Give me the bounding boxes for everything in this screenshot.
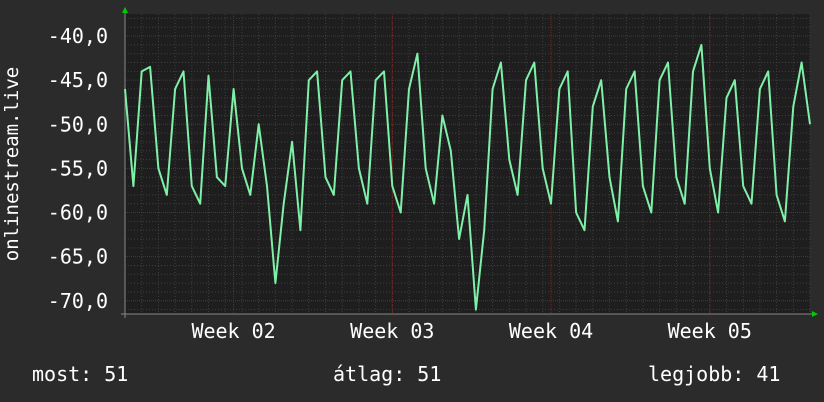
x-tick-labels: Week 02 Week 03 Week 04 Week 05 [191, 319, 751, 343]
x-axis-arrow-icon [812, 311, 818, 317]
x-tick-label: Week 04 [509, 319, 593, 343]
y-tick-labels: -40,0 -45,0 -50,0 -55,0 -60,0 -65,0 -70,0 [48, 24, 108, 313]
series-line [124, 43, 811, 311]
y-tick-label: -50,0 [48, 112, 108, 136]
stat-average: átlag: 51 [333, 362, 442, 386]
x-tick-label: Week 05 [668, 319, 752, 343]
y-tick-label: -65,0 [48, 245, 108, 269]
y-tick-label: -70,0 [48, 289, 108, 313]
y-axis-label: onlinestream.live [1, 67, 23, 261]
stat-current: most: 51 [32, 362, 129, 386]
y-tick-label: -40,0 [48, 24, 108, 48]
series-group [124, 43, 811, 311]
x-tick-label: Week 03 [350, 319, 434, 343]
y-tick-label: -55,0 [48, 156, 108, 180]
y-tick-label: -45,0 [48, 68, 108, 92]
stat-best: legjobb: 41 [648, 362, 781, 386]
y-tick-label: -60,0 [48, 201, 108, 225]
axes [121, 7, 818, 318]
y-axis-arrow-icon [122, 7, 128, 13]
x-tick-label: Week 02 [191, 319, 275, 343]
